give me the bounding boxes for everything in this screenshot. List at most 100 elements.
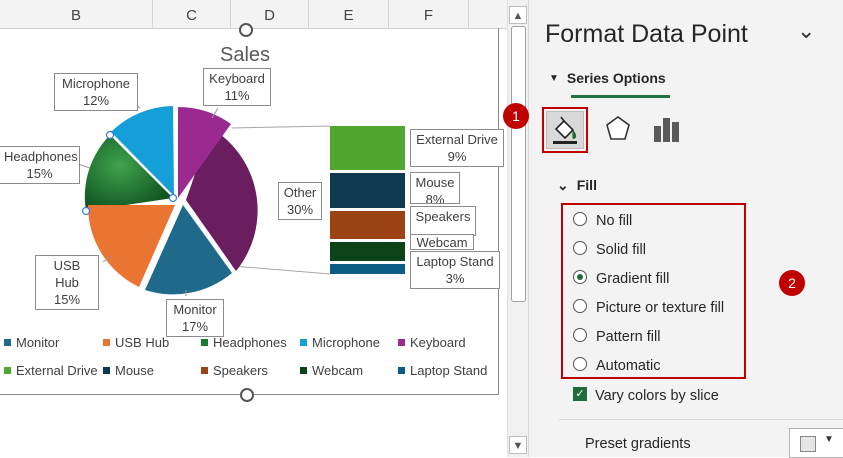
legend-item-laptop-stand[interactable]: Laptop Stand — [398, 363, 487, 378]
label-headphones[interactable]: Headphones 15% — [0, 146, 80, 184]
column-label: F — [423, 7, 434, 24]
pane-options-chevron-icon[interactable]: ⌄ — [797, 18, 816, 43]
label-webcam[interactable]: Webcam — [410, 234, 474, 250]
column-header-c[interactable]: C — [153, 0, 231, 28]
connector-line-top — [231, 125, 331, 129]
chart-resize-handle-top[interactable] — [239, 23, 253, 37]
legend-item-microphone[interactable]: Microphone — [300, 335, 380, 350]
label-name: Mouse — [415, 175, 455, 190]
legend-item-webcam[interactable]: Webcam — [300, 363, 363, 378]
pie-slice-other[interactable] — [186, 128, 258, 271]
series-options-tab[interactable]: ▼ Series Options — [549, 70, 666, 86]
label-microphone[interactable]: Microphone 12% — [54, 73, 138, 111]
legend-label: Microphone — [312, 335, 380, 350]
column-header-e[interactable]: E — [309, 0, 389, 28]
legend-swatch — [300, 339, 307, 347]
checkbox-checked-icon[interactable]: ✓ — [573, 387, 587, 402]
legend-swatch — [4, 339, 11, 347]
label-name: Keyboard — [209, 71, 265, 86]
radio-circle[interactable] — [573, 212, 587, 227]
bar-segment-external-drive[interactable] — [330, 126, 405, 170]
label-name: Headphones — [4, 149, 78, 164]
series-options-bar-icon[interactable] — [649, 112, 687, 150]
column-label: E — [343, 7, 354, 24]
checkbox-label: Vary colors by slice — [595, 388, 719, 404]
legend-label: USB Hub — [115, 335, 170, 350]
legend-swatch — [103, 339, 110, 347]
label-speakers[interactable]: Speakers — [410, 206, 476, 236]
preset-gradients-dropdown[interactable]: ▼ — [789, 428, 843, 458]
legend-swatch — [103, 367, 110, 375]
label-laptop-stand[interactable]: Laptop Stand 3% — [410, 251, 500, 289]
legend-label: Keyboard — [410, 335, 466, 350]
scrollbar-thumb[interactable] — [511, 26, 526, 302]
scroll-down-arrow-icon[interactable]: ▼ — [509, 436, 527, 454]
column-header-b[interactable]: B — [0, 0, 153, 28]
step-badge-2: 2 — [779, 270, 805, 296]
radio-gradient-fill[interactable]: Gradient fill — [573, 270, 670, 287]
radio-no-fill[interactable]: No fill — [573, 212, 633, 229]
fill-section-header[interactable]: ⌄ Fill — [557, 177, 597, 194]
legend-item-speakers[interactable]: Speakers — [201, 363, 268, 378]
label-name: Other — [283, 185, 317, 200]
legend-item-headphones[interactable]: Headphones — [201, 335, 287, 350]
vary-colors-checkbox-row[interactable]: ✓ Vary colors by slice — [573, 387, 719, 404]
legend-item-keyboard[interactable]: Keyboard — [398, 335, 466, 350]
pie-slice-usb-hub[interactable] — [87, 205, 175, 287]
option-label: Gradient fill — [596, 271, 670, 287]
label-name: Speakers — [415, 209, 471, 224]
column-label: B — [70, 7, 81, 24]
label-external-drive[interactable]: External Drive 9% — [410, 129, 504, 167]
pie-slice-keyboard[interactable] — [178, 106, 231, 198]
label-keyboard[interactable]: Keyboard 11% — [203, 68, 271, 106]
selection-handle[interactable] — [168, 193, 178, 203]
legend-swatch — [398, 367, 405, 375]
pie-slice-microphone[interactable] — [111, 106, 174, 196]
legend-label: Headphones — [213, 335, 287, 350]
radio-circle[interactable] — [573, 328, 587, 343]
highlight-box-fill-options — [561, 203, 746, 379]
section-divider — [559, 419, 843, 420]
selection-handle[interactable] — [105, 130, 115, 140]
radio-pattern-fill[interactable]: Pattern fill — [573, 328, 660, 345]
radio-automatic[interactable]: Automatic — [573, 357, 660, 374]
vertical-scrollbar[interactable]: ▲ ▼ — [507, 0, 528, 457]
effects-pentagon-icon[interactable] — [601, 112, 639, 150]
legend-item-monitor[interactable]: Monitor — [4, 335, 59, 350]
pie-slice-monitor[interactable] — [145, 205, 232, 295]
label-usb-hub[interactable]: USB Hub 15% — [35, 255, 99, 310]
legend-item-mouse[interactable]: Mouse — [103, 363, 154, 378]
radio-circle-selected[interactable] — [573, 270, 587, 285]
column-header-bar: B C D E F — [0, 0, 507, 29]
label-other[interactable]: Other 30% — [278, 182, 322, 220]
label-mouse[interactable]: Mouse 8% — [410, 172, 460, 204]
radio-picture-texture-fill[interactable]: Picture or texture fill — [573, 299, 724, 316]
gradient-swatch-icon — [800, 436, 816, 452]
radio-circle[interactable] — [573, 357, 587, 372]
bar-segment-webcam[interactable] — [330, 242, 405, 261]
option-label: Solid fill — [596, 242, 646, 258]
label-name: Microphone — [62, 76, 130, 91]
chart-title[interactable]: Sales — [219, 44, 271, 66]
radio-circle[interactable] — [573, 299, 587, 314]
series-options-label: Series Options — [566, 70, 666, 86]
bar-segment-mouse[interactable] — [330, 173, 405, 208]
label-monitor[interactable]: Monitor 17% — [166, 299, 224, 337]
label-name: Laptop Stand — [416, 254, 494, 269]
fill-line-icon[interactable] — [546, 111, 584, 149]
scroll-up-arrow-icon[interactable]: ▲ — [509, 6, 527, 24]
radio-circle[interactable] — [573, 241, 587, 256]
column-header-d[interactable]: D — [231, 0, 309, 28]
bar-segment-laptop-stand[interactable] — [330, 264, 405, 274]
chart-resize-handle-bottom[interactable] — [240, 388, 254, 402]
radio-solid-fill[interactable]: Solid fill — [573, 241, 646, 258]
selection-handle[interactable] — [81, 206, 91, 216]
legend-item-external-drive[interactable]: External Drive — [4, 363, 98, 378]
option-label: No fill — [596, 213, 633, 229]
column-header-f[interactable]: F — [389, 0, 469, 28]
format-data-point-pane: Format Data Point ⌄ ▼ Series Options 1 ⌄ F… — [503, 0, 843, 458]
label-value: 12% — [82, 93, 110, 108]
pie-slice-headphones[interactable] — [84, 135, 173, 211]
legend-item-usb-hub[interactable]: USB Hub — [103, 335, 169, 350]
bar-segment-speakers[interactable] — [330, 211, 405, 239]
